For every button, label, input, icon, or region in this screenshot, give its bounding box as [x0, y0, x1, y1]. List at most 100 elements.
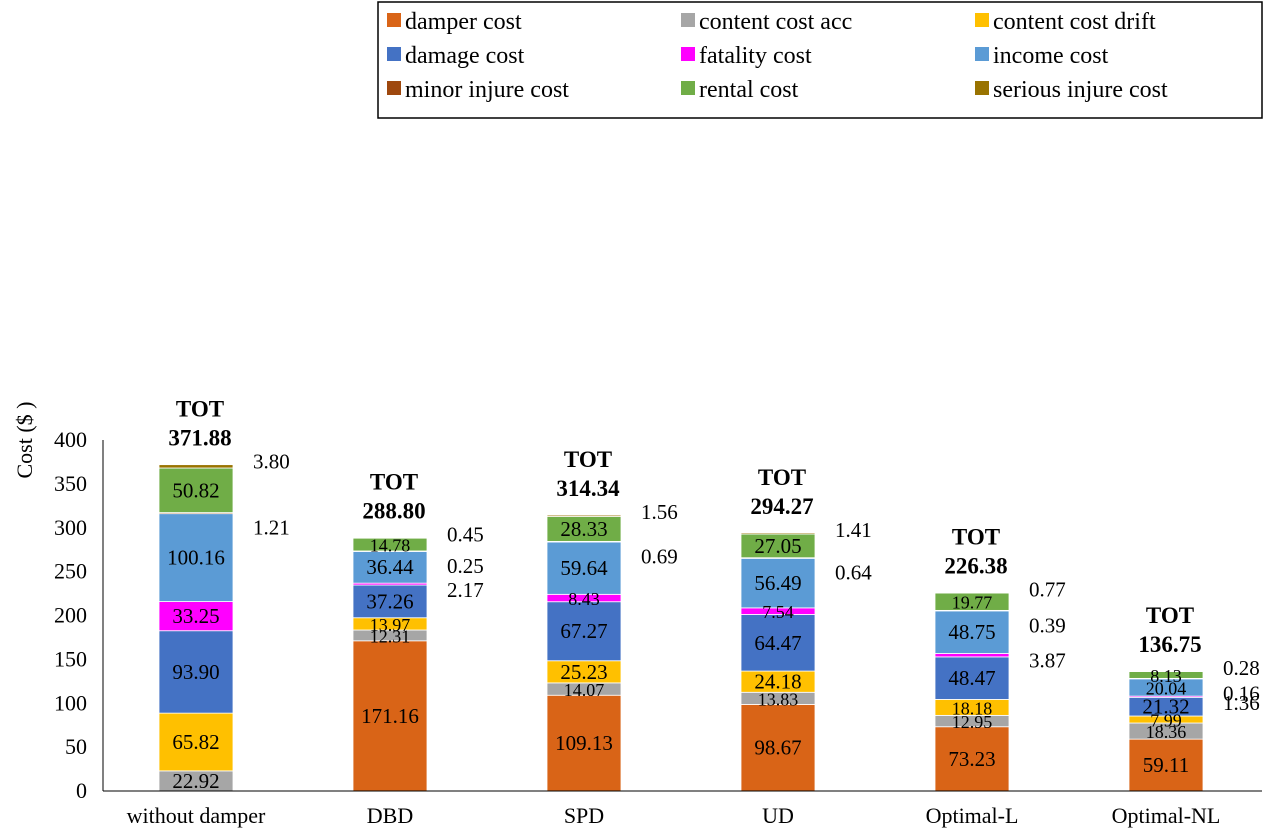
bar-segment — [934, 726, 1010, 792]
total-value-label: 288.80 — [362, 499, 425, 524]
y-axis-title: Cost ($ ) — [12, 402, 37, 479]
bar-segment — [352, 537, 428, 539]
legend-label: income cost — [993, 43, 1109, 69]
bar-segment — [740, 614, 816, 672]
data-label: 48.47 — [948, 666, 995, 690]
y-tick-label: 50 — [65, 734, 87, 759]
data-label: 93.90 — [172, 660, 219, 684]
data-label: 20.04 — [1146, 678, 1187, 698]
y-tick-label: 0 — [76, 778, 87, 803]
data-label: 27.05 — [754, 534, 801, 558]
y-tick-label: 150 — [54, 646, 87, 671]
legend-label: fatality cost — [699, 43, 812, 69]
bar-segment — [934, 653, 1010, 658]
legend-label: content cost drift — [993, 9, 1156, 35]
bar-segment — [158, 712, 234, 772]
data-label: 59.64 — [560, 556, 608, 580]
y-tick-label: 100 — [54, 690, 87, 715]
total-prefix-label: TOT — [1146, 603, 1194, 628]
data-label: 65.82 — [172, 730, 219, 754]
data-label: 0.25 — [447, 554, 484, 578]
bar-segment — [546, 601, 622, 662]
legend-label: rental cost — [699, 77, 799, 103]
data-label: 59.11 — [1143, 753, 1189, 777]
bar-segment — [934, 610, 1010, 654]
data-label: 18.36 — [1146, 722, 1187, 742]
data-label: 0.45 — [447, 523, 484, 547]
x-tick-label: UD — [762, 803, 794, 828]
legend-swatch — [387, 13, 401, 27]
bar-segment — [934, 591, 1010, 594]
legend-label: content cost acc — [699, 9, 852, 35]
bar-segment — [546, 541, 622, 595]
data-label: 67.27 — [560, 619, 607, 643]
total-prefix-label: TOT — [952, 524, 1000, 549]
data-label: 1.36 — [1223, 691, 1260, 715]
data-label: 18.18 — [952, 698, 993, 718]
data-label: 100.16 — [167, 546, 225, 570]
data-label: 0.77 — [1029, 577, 1066, 601]
bar-segment — [352, 640, 428, 792]
x-tick-label: Optimal-L — [926, 803, 1019, 828]
data-label: 0.69 — [641, 544, 678, 568]
data-label: 50.82 — [172, 478, 219, 502]
data-label: 64.47 — [754, 631, 801, 655]
data-label: 0.64 — [835, 561, 872, 585]
data-label: 1.21 — [253, 516, 290, 540]
total-value-label: 294.27 — [750, 494, 813, 519]
data-label: 1.56 — [641, 500, 678, 524]
data-label: 56.49 — [754, 571, 801, 595]
data-label: 73.23 — [948, 747, 995, 771]
bar-segment — [158, 464, 234, 469]
total-value-label: 226.38 — [944, 553, 1007, 578]
bar-segment — [1128, 670, 1204, 673]
bar-segment — [740, 532, 816, 535]
data-label: 7.99 — [1150, 711, 1182, 731]
legend-swatch — [387, 81, 401, 95]
total-prefix-label: TOT — [176, 397, 224, 422]
x-axis: without damper DBD SPD UD Optimal-L Optimal-N… — [103, 790, 1262, 828]
data-label: 25.23 — [560, 660, 607, 684]
legend: damper cost content cost acc content cost … — [377, 1, 1263, 119]
legend-swatch — [975, 47, 989, 61]
data-label: 19.77 — [952, 593, 993, 613]
legend-swatch — [681, 81, 695, 95]
bar-segment — [1128, 738, 1204, 792]
data-label: 0.16 — [1223, 681, 1260, 705]
legend-swatch — [681, 47, 695, 61]
x-tick-label: DBD — [367, 803, 413, 828]
data-label: 21.32 — [1142, 695, 1189, 719]
data-label: 109.13 — [555, 731, 613, 755]
data-label: 1.41 — [835, 518, 872, 542]
bar-segment — [546, 694, 622, 792]
data-label: 36.44 — [366, 555, 414, 579]
data-label: 14.78 — [370, 535, 411, 555]
legend-label: damage cost — [405, 43, 525, 69]
bar-segment — [546, 514, 622, 517]
y-axis: 0 50 100 150 200 250 300 350 400 — [54, 427, 104, 803]
bar-segment — [158, 467, 234, 514]
legend-label: serious injure cost — [993, 77, 1168, 103]
legend-label: damper cost — [405, 9, 522, 35]
data-label: 0.39 — [1029, 613, 1066, 637]
y-tick-label: 350 — [54, 471, 87, 496]
y-tick-label: 200 — [54, 603, 87, 628]
data-label: 12.31 — [370, 626, 411, 646]
legend-swatch — [975, 13, 989, 27]
data-label: 24.18 — [754, 670, 801, 694]
data-label: 3.87 — [1029, 648, 1066, 672]
data-label: 8.43 — [568, 589, 600, 609]
x-tick-label: without damper — [127, 803, 266, 828]
x-tick-label: SPD — [564, 803, 604, 828]
bar-segment — [158, 630, 234, 714]
total-prefix-label: TOT — [564, 447, 612, 472]
bar-segment — [934, 656, 1010, 700]
data-label: 12.95 — [952, 712, 993, 732]
legend-box — [377, 1, 1263, 119]
y-tick-label: 400 — [54, 427, 87, 452]
data-label: 22.92 — [172, 769, 219, 793]
x-tick-label: Optimal-NL — [1112, 803, 1221, 828]
data-label: 13.83 — [758, 689, 799, 709]
legend-swatch — [975, 81, 989, 95]
data-label: 14.07 — [564, 680, 605, 700]
